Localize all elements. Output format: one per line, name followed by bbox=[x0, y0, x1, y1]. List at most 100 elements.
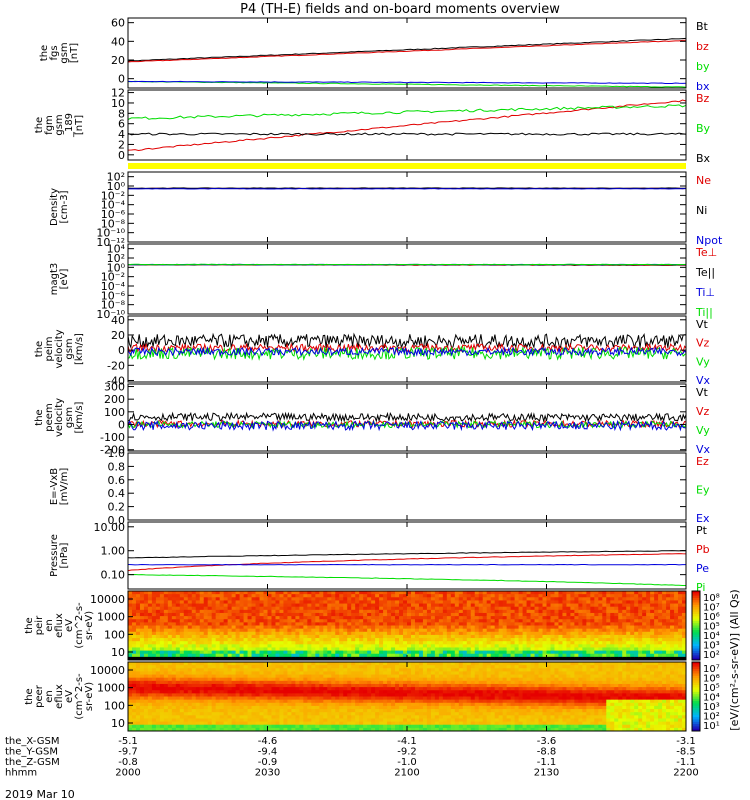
spectrogram-cell bbox=[159, 705, 165, 710]
spectrogram-cell bbox=[179, 653, 185, 658]
spectrogram-cell bbox=[351, 683, 356, 688]
ylabel-line: sr-eV) bbox=[84, 682, 95, 711]
spectrogram-cell bbox=[339, 671, 344, 676]
spectrogram-cell bbox=[462, 656, 468, 661]
spectrogram-cell bbox=[339, 619, 344, 623]
spectrogram-cell bbox=[670, 619, 675, 623]
spectrogram-cell bbox=[458, 612, 464, 617]
spectrogram-cell bbox=[255, 696, 261, 701]
spectrogram-cell bbox=[227, 631, 233, 636]
spectrogram-cell bbox=[514, 628, 520, 633]
spectrogram-cell bbox=[335, 641, 340, 645]
spectrogram-cell bbox=[243, 600, 249, 605]
spectrogram-cell bbox=[343, 600, 348, 605]
spectrogram-cell bbox=[682, 634, 687, 639]
spectrogram-cell bbox=[422, 619, 428, 623]
legend-Ex: Ex bbox=[696, 512, 710, 525]
spectrogram-cell bbox=[251, 603, 257, 608]
spectrogram-cell bbox=[335, 724, 340, 729]
spectrogram-cell bbox=[630, 603, 635, 608]
spectrogram-cell bbox=[391, 628, 396, 633]
spectrogram-cell bbox=[351, 718, 356, 723]
spectrogram-cell bbox=[331, 638, 336, 642]
spectrogram-cell bbox=[383, 721, 388, 726]
spectrogram-cell bbox=[554, 625, 559, 630]
spectrogram-cell bbox=[351, 625, 356, 630]
spectrogram-cell bbox=[506, 609, 512, 614]
spectrogram-cell bbox=[355, 699, 360, 704]
spectrogram-cell bbox=[414, 594, 420, 598]
colorbar-tick: 10⁷ bbox=[703, 603, 720, 614]
spectrogram-cell bbox=[430, 631, 436, 636]
spectrogram-cell bbox=[155, 668, 161, 672]
spectrogram-cell bbox=[335, 606, 340, 611]
spectrogram-cell bbox=[163, 603, 169, 608]
spectrogram-cell bbox=[131, 622, 137, 626]
spectrogram-cell bbox=[195, 687, 201, 691]
spectrogram-cell bbox=[167, 625, 173, 630]
spectrogram-cell bbox=[215, 727, 221, 732]
spectrogram-cell bbox=[315, 702, 320, 707]
spectrogram-cell bbox=[562, 606, 567, 611]
spectrogram-cell bbox=[199, 696, 205, 701]
spectrogram-cell bbox=[343, 650, 348, 655]
spectrogram-cell bbox=[147, 616, 153, 620]
spectrogram-cell bbox=[195, 668, 201, 672]
spectrogram-cell bbox=[367, 612, 372, 617]
spectrogram-cell bbox=[383, 641, 388, 645]
spectrogram-cell bbox=[490, 647, 496, 652]
spectrogram-cell bbox=[267, 715, 272, 719]
spectrogram-cell bbox=[235, 594, 241, 598]
spectrogram-cell bbox=[414, 612, 420, 617]
spectrogram-cell bbox=[128, 665, 133, 669]
spectrogram-cell bbox=[255, 680, 261, 685]
spectrogram-cell bbox=[526, 638, 532, 642]
spectrogram-cell bbox=[399, 718, 404, 723]
spectrogram-cell bbox=[307, 591, 312, 595]
spectrogram-cell bbox=[634, 647, 639, 652]
spectrogram-cell bbox=[251, 696, 257, 701]
spectrogram-cell bbox=[163, 727, 169, 732]
spectrogram-cell bbox=[410, 647, 416, 652]
spectrogram-cell bbox=[630, 612, 635, 617]
spectrogram-cell bbox=[498, 597, 504, 601]
spectrogram-cell bbox=[175, 634, 181, 639]
spectrogram-cell bbox=[363, 641, 368, 645]
spectrogram-cell bbox=[430, 647, 436, 652]
spectrogram-cell bbox=[674, 600, 679, 605]
spectrogram-cell bbox=[598, 625, 603, 630]
spectrogram-cell bbox=[199, 677, 205, 682]
spectrogram-cell bbox=[606, 650, 611, 655]
spectrogram-cell bbox=[207, 677, 213, 682]
spectrogram-cell bbox=[339, 721, 344, 726]
spectrogram-cell bbox=[371, 705, 376, 710]
spectrogram-cell bbox=[219, 668, 225, 672]
spectrogram-cell bbox=[682, 628, 687, 633]
spectrogram-cell bbox=[682, 644, 687, 648]
spectrogram-cell bbox=[470, 634, 476, 639]
spectrogram-cell bbox=[586, 631, 591, 636]
spectrogram-cell bbox=[538, 647, 544, 652]
spectrogram-cell bbox=[291, 677, 296, 682]
spectrogram-cell bbox=[243, 656, 249, 661]
spectrogram-cell bbox=[391, 622, 396, 626]
spectrogram-cell bbox=[422, 644, 428, 648]
spectrogram-cell bbox=[167, 693, 173, 697]
spectrogram-cell bbox=[630, 609, 635, 614]
spectrogram-cell bbox=[263, 650, 268, 655]
spectrogram-cell bbox=[251, 600, 257, 605]
spectrogram-cell bbox=[375, 641, 380, 645]
spectrogram-cell bbox=[239, 628, 245, 633]
spectrogram-cell bbox=[323, 702, 328, 707]
spectrogram-cell bbox=[363, 709, 368, 713]
spectrogram-cell bbox=[450, 634, 456, 639]
spectrogram-cell bbox=[207, 634, 213, 639]
spectrogram-cell bbox=[646, 609, 651, 614]
spectrogram-cell bbox=[466, 616, 472, 620]
spectrogram-cell bbox=[530, 606, 536, 611]
spectrogram-cell bbox=[155, 638, 161, 642]
spectrogram-cell bbox=[446, 612, 452, 617]
spectrogram-cell bbox=[363, 647, 368, 652]
spectrogram-cell bbox=[223, 693, 229, 697]
ytick-label: 0.10 bbox=[101, 569, 126, 582]
